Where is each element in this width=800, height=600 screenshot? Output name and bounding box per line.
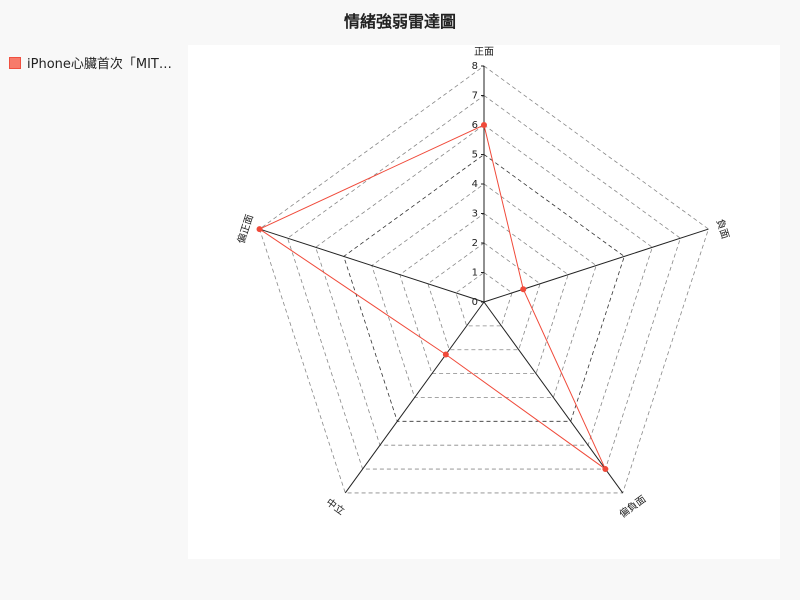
tick-label-2: 2 (472, 238, 478, 249)
series-line-0 (258, 124, 607, 471)
data-point-2 (602, 466, 609, 473)
grid-ring-6 (315, 124, 653, 446)
legend-label: iPhone心臟首次「MIT… (27, 57, 172, 72)
legend-swatch (9, 56, 21, 69)
tick-label-4: 4 (472, 179, 478, 190)
tick-label-7: 7 (472, 91, 478, 102)
grid-ring-5 (343, 154, 625, 422)
axis-spoke-2 (483, 301, 624, 494)
tick-label-3: 3 (472, 209, 478, 220)
legend[interactable]: iPhone心臟首次「MIT… (9, 53, 172, 72)
data-point-3 (442, 351, 449, 358)
data-point-1 (520, 286, 527, 293)
tick-label-1: 1 (472, 268, 478, 279)
tick-label-8: 8 (472, 61, 478, 72)
tick-label-6: 6 (472, 120, 478, 131)
data-point-4 (256, 226, 263, 233)
axis-spoke-3 (344, 301, 485, 494)
axis-label-2: 偏負面 (616, 492, 648, 520)
tick-label-0: 0 (472, 297, 478, 308)
axis-label-0: 正面 (474, 47, 494, 58)
tick-label-5: 5 (472, 150, 478, 161)
axis-spoke-4 (259, 228, 485, 303)
grid-ring-3 (399, 213, 569, 374)
chart-title: 情緒強弱雷達圖 (343, 12, 456, 31)
grid-ring-4 (371, 183, 597, 398)
grid-ring-1 (455, 272, 513, 327)
grid-ring-7 (287, 95, 681, 470)
axis-label-4: 偏正面 (234, 213, 256, 246)
grid-ring-8 (259, 65, 709, 494)
grid-ring-2 (427, 242, 541, 351)
axis-label-3: 中立 (324, 495, 348, 517)
data-point-0 (481, 122, 487, 128)
axis-label-1: 負面 (714, 218, 732, 241)
